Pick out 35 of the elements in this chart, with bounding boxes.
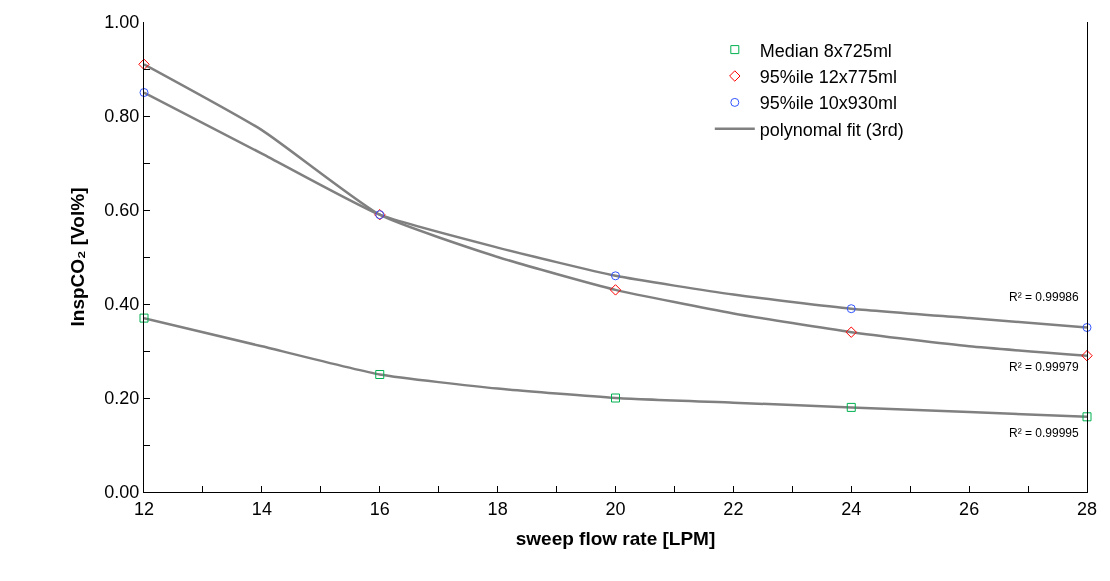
x-tick-label: 18 xyxy=(487,498,508,519)
legend-label: 95%ile 12x775ml xyxy=(759,67,897,88)
x-tick-label: 28 xyxy=(1076,498,1098,519)
point xyxy=(611,393,620,403)
point xyxy=(139,313,149,323)
x-tick-label: 22 xyxy=(723,498,744,519)
y-tick-label: 0.40 xyxy=(104,294,140,315)
annotation: R² = 0.99979 xyxy=(1009,360,1080,374)
point xyxy=(609,284,622,296)
point xyxy=(845,326,857,338)
x-tick-label: 16 xyxy=(369,498,390,519)
x-axis-title: sweep flow rate [LPM] xyxy=(515,528,716,550)
point xyxy=(846,304,856,314)
y-tick-label: 0.80 xyxy=(104,106,140,127)
x-tick-label: 14 xyxy=(251,498,272,519)
y-axis-title: InspCO₂ [Vol%] xyxy=(67,187,89,327)
x-tick-label: 24 xyxy=(841,498,862,519)
legend-label: polynomal fit (3rd) xyxy=(759,119,904,140)
x-tick-label: 26 xyxy=(959,498,980,519)
y-tick-label: 1.00 xyxy=(104,12,140,33)
point xyxy=(375,370,385,379)
legend-label: Median 8x725ml xyxy=(759,40,892,61)
annotation: R² = 0.99986 xyxy=(1009,290,1080,304)
point xyxy=(1081,350,1093,362)
point xyxy=(139,88,149,97)
point xyxy=(1082,412,1092,422)
point xyxy=(846,402,856,412)
y-tick-label: 0.20 xyxy=(104,388,140,409)
y-tick-label: 0.60 xyxy=(104,200,140,221)
annotation: R² = 0.99995 xyxy=(1009,426,1080,440)
point xyxy=(1082,323,1092,332)
point xyxy=(611,271,620,281)
legend-label: 95%ile 10x930ml xyxy=(759,93,897,114)
point xyxy=(138,58,150,70)
x-tick-label: 20 xyxy=(605,498,626,519)
